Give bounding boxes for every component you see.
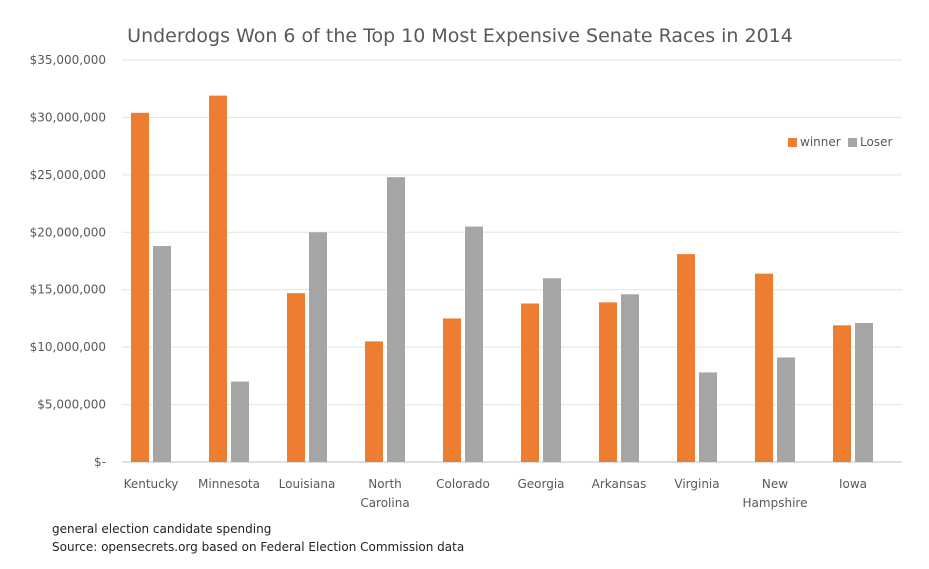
legend-swatch-winner [788, 138, 797, 147]
bar-winner-georgia [521, 303, 539, 462]
x-tick-label: North Carolina [360, 477, 409, 510]
bar-loser-virginia [699, 372, 717, 462]
x-tick-label: Virginia [674, 477, 719, 491]
bar-loser-colorado [465, 226, 483, 462]
footnote-source: Source: opensecrets.org based on Federal… [52, 540, 465, 554]
x-tick-label: Iowa [839, 477, 867, 491]
x-tick-label-line: New [762, 477, 788, 491]
chart-title: Underdogs Won 6 of the Top 10 Most Expen… [127, 25, 793, 47]
bar-winner-louisiana [287, 293, 305, 462]
bar-loser-new-hampshire [777, 357, 795, 462]
x-axis-tick-labels: Kentucky Minnesota Louisiana North Carolina C… [124, 477, 867, 510]
x-tick-label-line: Arkansas [592, 477, 647, 491]
legend-label-loser: Loser [860, 135, 892, 149]
x-tick-label-line: North [368, 477, 402, 491]
y-tick-label: $10,000,000 [30, 340, 106, 354]
x-tick-label: Minnesota [198, 477, 260, 491]
bar-winner-kentucky [131, 112, 149, 462]
y-tick-label: $- [94, 455, 106, 469]
bar-loser-arkansas [621, 294, 639, 462]
footnote-note: general election candidate spending [52, 522, 272, 536]
legend-swatch-loser [848, 138, 857, 147]
x-tick-label-line: Iowa [839, 477, 867, 491]
y-tick-label: $15,000,000 [30, 283, 106, 297]
bar-winner-colorado [443, 318, 461, 462]
bar-loser-louisiana [309, 232, 327, 462]
legend-label-winner: winner [800, 135, 841, 149]
bar-winner-virginia [677, 254, 695, 462]
gridlines [122, 59, 902, 463]
x-tick-label: Georgia [517, 477, 564, 491]
y-tick-label: $35,000,000 [30, 53, 106, 67]
bar-winner-arkansas [599, 302, 617, 462]
legend: winner Loser [788, 135, 892, 149]
bar-winner-minnesota [209, 95, 227, 462]
x-tick-label-line: Kentucky [124, 477, 179, 491]
y-tick-label: $25,000,000 [30, 168, 106, 182]
y-tick-label: $20,000,000 [30, 225, 106, 239]
bar-winner-new-hampshire [755, 273, 773, 462]
bar-winner-north-carolina [365, 341, 383, 462]
x-tick-label: New Hampshire [743, 477, 808, 510]
y-tick-label: $5,000,000 [37, 398, 106, 412]
bar-loser-kentucky [153, 246, 171, 462]
bar-loser-iowa [855, 323, 873, 462]
x-tick-label-line: Louisiana [279, 477, 336, 491]
bar-loser-north-carolina [387, 177, 405, 462]
x-tick-label: Kentucky [124, 477, 179, 491]
bar-winner-iowa [833, 325, 851, 462]
x-tick-label-line: Carolina [360, 496, 409, 510]
bar-loser-minnesota [231, 381, 249, 462]
y-axis-tick-labels: $- $5,000,000 $10,000,000 $15,000,000 $20,00… [30, 53, 106, 469]
y-tick-label: $30,000,000 [30, 110, 106, 124]
x-tick-label-line: Colorado [436, 477, 490, 491]
x-tick-label: Colorado [436, 477, 490, 491]
x-tick-label-line: Hampshire [743, 496, 808, 510]
x-tick-label-line: Georgia [517, 477, 564, 491]
bars [131, 95, 873, 462]
x-tick-label-line: Minnesota [198, 477, 260, 491]
bar-loser-georgia [543, 278, 561, 462]
x-tick-label: Louisiana [279, 477, 336, 491]
x-tick-label-line: Virginia [674, 477, 719, 491]
x-tick-label: Arkansas [592, 477, 647, 491]
